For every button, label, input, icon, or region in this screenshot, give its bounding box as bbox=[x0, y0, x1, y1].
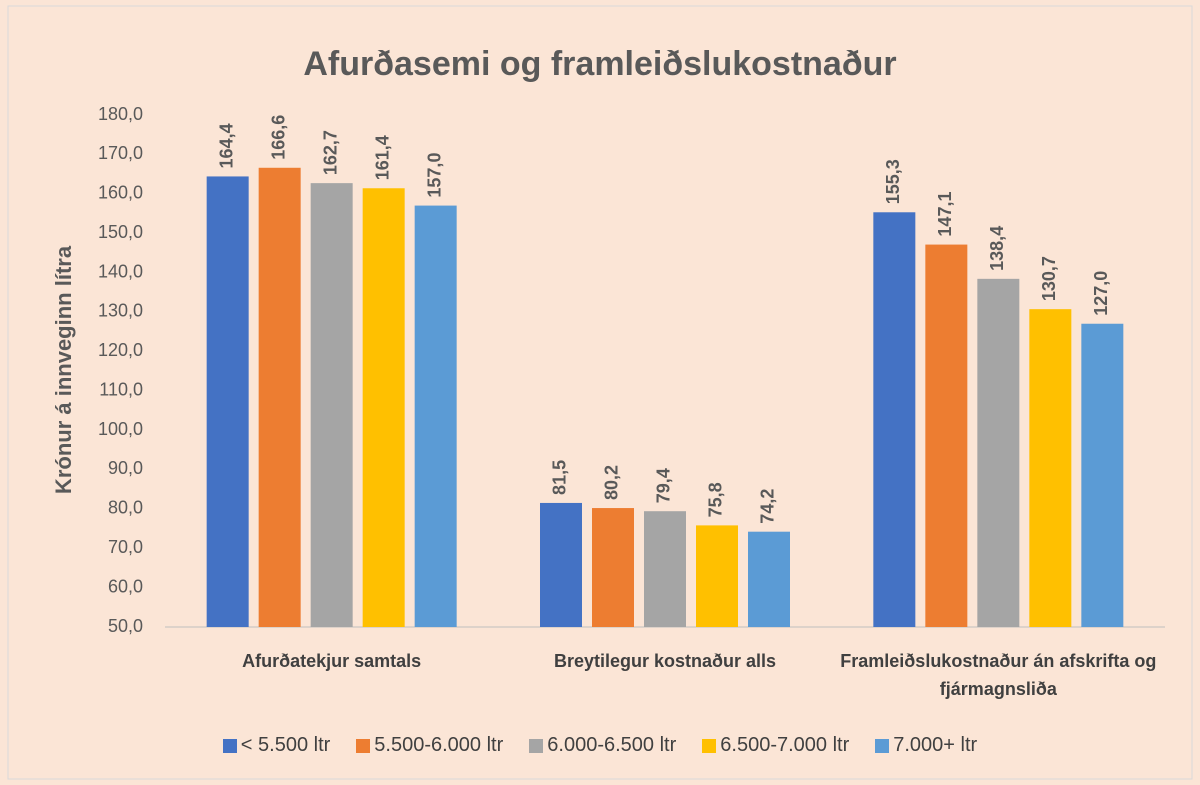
legend-label: 6.000-6.500 ltr bbox=[547, 734, 677, 756]
value-label: 155,3 bbox=[883, 159, 903, 204]
legend-label: 5.500-6.000 ltr bbox=[374, 734, 504, 756]
bar bbox=[748, 531, 790, 627]
bar bbox=[540, 502, 582, 627]
bar bbox=[873, 212, 916, 627]
y-tick-label: 160,0 bbox=[98, 183, 143, 203]
bar bbox=[977, 278, 1020, 627]
y-tick-label: 120,0 bbox=[98, 340, 143, 360]
frame bbox=[7, 5, 1193, 780]
value-label: 130,7 bbox=[1039, 256, 1059, 301]
legend: < 5.500 ltr 5.500-6.000 ltr 6.000-6.500 lt… bbox=[0, 734, 1200, 757]
value-label: 81,5 bbox=[550, 460, 570, 495]
value-label: 74,2 bbox=[758, 489, 778, 524]
bar bbox=[592, 508, 634, 627]
x-tick-label: Afurðatekjur samtals bbox=[242, 651, 422, 671]
value-label: 80,2 bbox=[602, 465, 622, 500]
value-label: 147,1 bbox=[935, 192, 955, 237]
x-tick-label: Framleiðslukostnaður án afskrifta og fjá… bbox=[840, 651, 1157, 699]
legend-label: 7.000+ ltr bbox=[893, 734, 978, 756]
legend-swatch bbox=[222, 738, 237, 753]
y-tick-label: 100,0 bbox=[98, 419, 143, 439]
legend-item: < 5.500 ltr bbox=[222, 734, 331, 757]
value-label: 138,4 bbox=[987, 226, 1007, 271]
bar bbox=[925, 244, 968, 627]
bar bbox=[206, 176, 249, 627]
bar bbox=[696, 525, 738, 627]
legend-item: 7.000+ ltr bbox=[875, 734, 977, 757]
legend-label: 6.500-7.000 ltr bbox=[720, 734, 850, 756]
value-label: 162,7 bbox=[320, 130, 340, 175]
bar bbox=[414, 205, 457, 628]
y-tick-label: 90,0 bbox=[108, 458, 143, 478]
legend-item: 6.500-7.000 ltr bbox=[702, 734, 849, 757]
y-tick-label: 130,0 bbox=[98, 301, 143, 321]
y-tick-label: 70,0 bbox=[108, 537, 143, 557]
value-label: 161,4 bbox=[372, 135, 392, 180]
y-tick-label: 180,0 bbox=[98, 104, 143, 124]
value-label: 79,4 bbox=[654, 468, 674, 503]
y-axis-title: Krónur á innveginn lítra bbox=[51, 245, 76, 494]
y-tick-label: 80,0 bbox=[108, 498, 143, 518]
bar bbox=[310, 183, 353, 628]
value-label: 157,0 bbox=[424, 153, 444, 198]
value-label: 127,0 bbox=[1091, 271, 1111, 316]
y-tick-label: 60,0 bbox=[108, 576, 143, 596]
y-tick-label: 110,0 bbox=[99, 379, 143, 399]
bar bbox=[362, 188, 405, 628]
value-label: 75,8 bbox=[706, 482, 726, 517]
legend-swatch bbox=[875, 738, 890, 753]
legend-swatch bbox=[529, 738, 544, 753]
y-tick-label: 150,0 bbox=[98, 222, 143, 242]
y-tick-label: 170,0 bbox=[98, 143, 143, 163]
legend-label: < 5.500 ltr bbox=[240, 734, 331, 756]
legend-swatch bbox=[702, 738, 717, 753]
chart-title: Afurðasemi og framleiðslukostnaður bbox=[303, 45, 896, 83]
value-label: 164,4 bbox=[216, 123, 236, 168]
legend-item: 5.500-6.000 ltr bbox=[356, 734, 503, 757]
bar bbox=[1081, 323, 1124, 627]
y-tick-label: 50,0 bbox=[108, 616, 143, 636]
legend-swatch bbox=[356, 738, 371, 753]
bar bbox=[1029, 309, 1072, 627]
y-tick-label: 140,0 bbox=[98, 261, 143, 281]
bar bbox=[258, 167, 301, 627]
legend-item: 6.000-6.500 ltr bbox=[529, 734, 676, 757]
x-tick-label: Breytilegur kostnaður alls bbox=[553, 651, 777, 671]
bar bbox=[644, 511, 686, 627]
value-label: 166,6 bbox=[268, 115, 288, 160]
